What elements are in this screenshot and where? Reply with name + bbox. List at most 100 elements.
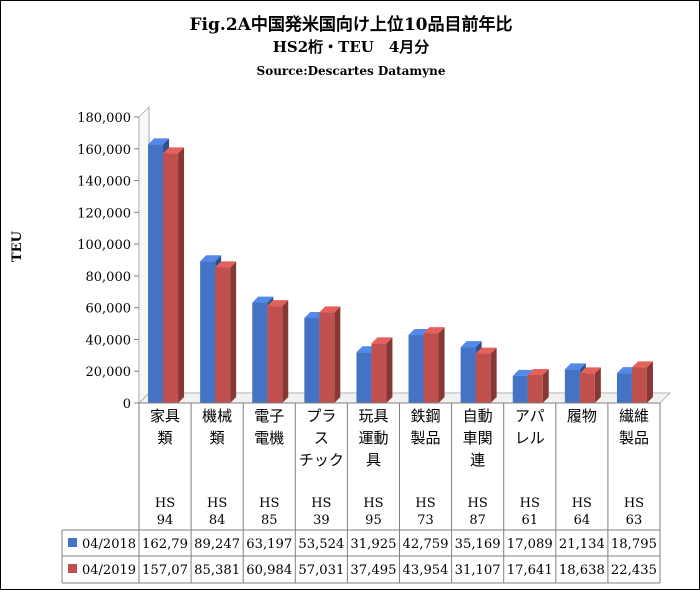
- bar-2018: [408, 335, 424, 403]
- bar-side: [178, 147, 185, 403]
- data-label: 17,089: [507, 537, 553, 552]
- category-label: 繊維: [619, 407, 649, 425]
- category-hs-code: 73: [417, 513, 434, 528]
- bar-2019: [371, 343, 387, 403]
- category-label: チック: [299, 451, 344, 469]
- category-hs-code: 85: [261, 513, 278, 528]
- data-label: 31,107: [455, 563, 501, 578]
- bar-side: [282, 300, 289, 403]
- bar-top: [148, 138, 170, 145]
- bar-side: [490, 347, 497, 403]
- category-hs-prefix: HS: [415, 496, 435, 511]
- data-label: 35,169: [455, 537, 501, 552]
- category-hs-code: 87: [469, 513, 486, 528]
- bar-2019: [163, 153, 179, 403]
- category-hs-prefix: HS: [207, 496, 227, 511]
- bar-side: [542, 368, 549, 403]
- y-tick-label: 160,000: [77, 143, 131, 158]
- category-hs-prefix: HS: [572, 496, 592, 511]
- bar-2018: [252, 302, 268, 403]
- data-label: 60,984: [246, 563, 292, 578]
- bar-2018: [200, 261, 216, 403]
- bar-2018: [564, 369, 580, 403]
- category-label: レル: [515, 429, 545, 447]
- bar-2018: [304, 317, 320, 403]
- bar-2019: [475, 353, 491, 403]
- legend-key-2019: [68, 564, 77, 573]
- bar-2019: [579, 373, 595, 403]
- category-label: 自動: [463, 407, 493, 425]
- category-hs-code: 61: [521, 513, 538, 528]
- bar-top: [423, 327, 445, 334]
- data-label: 18,638: [559, 563, 605, 578]
- plot-side-wall: [138, 106, 150, 404]
- bar-2018: [356, 352, 372, 403]
- bar-top: [267, 300, 289, 307]
- category-hs-prefix: HS: [259, 496, 279, 511]
- category-label: ス: [314, 429, 329, 447]
- y-tick-label: 100,000: [77, 238, 131, 253]
- category-label: 機械: [202, 407, 232, 425]
- plot-back-top: [139, 107, 670, 117]
- y-tick-label: 0: [123, 397, 131, 412]
- bar-2019: [267, 306, 283, 403]
- category-label: 家具: [150, 407, 180, 425]
- bar-top: [460, 341, 482, 348]
- data-label: 57,031: [298, 563, 344, 578]
- category-hs-prefix: HS: [311, 496, 331, 511]
- data-label: 17,641: [507, 563, 553, 578]
- category-label: 電機: [254, 429, 284, 447]
- bar-2019: [319, 312, 335, 403]
- data-label: 63,197: [246, 537, 292, 552]
- category-hs-code: 64: [574, 513, 591, 528]
- series-name: 04/2019: [82, 563, 136, 578]
- category-hs-code: 63: [626, 513, 643, 528]
- category-hs-code: 94: [157, 513, 174, 528]
- category-label: 鉄鋼: [411, 407, 441, 425]
- category-label: 運動: [358, 429, 388, 447]
- y-tick-label: 120,000: [77, 206, 131, 221]
- category-hs-prefix: HS: [155, 496, 175, 511]
- data-label: 53,524: [298, 537, 344, 552]
- bar-side: [438, 327, 445, 403]
- data-label: 31,925: [350, 537, 396, 552]
- bar-side: [230, 261, 237, 403]
- y-tick-label: 80,000: [86, 270, 132, 285]
- category-label: 製品: [619, 429, 649, 447]
- y-tick-label: 60,000: [86, 302, 132, 317]
- category-hs-prefix: HS: [468, 496, 488, 511]
- data-label: 22,435: [611, 563, 657, 578]
- bar-top: [527, 368, 549, 375]
- bar-2018: [148, 144, 164, 403]
- bar-top: [564, 363, 586, 370]
- chart-subtitle: HS2桁・TEU 4月分: [272, 38, 430, 56]
- category-label: 車関: [463, 429, 493, 447]
- category-label: アパ: [515, 407, 545, 425]
- data-label: 89,247: [194, 537, 240, 552]
- bar-top: [475, 347, 497, 354]
- chart-source: Source:Descartes Datamyne: [256, 64, 446, 78]
- category-label: プラ: [306, 407, 336, 425]
- category-label: 具: [366, 451, 381, 469]
- category-hs-code: 39: [313, 513, 330, 528]
- data-label: 21,134: [559, 537, 605, 552]
- category-hs-prefix: HS: [520, 496, 540, 511]
- data-label: 85,381: [194, 563, 240, 578]
- bar-2018: [512, 375, 528, 403]
- data-label: 42,759: [403, 537, 449, 552]
- bar-top: [631, 361, 653, 368]
- y-tick-label: 140,000: [77, 175, 131, 190]
- category-label: 類: [158, 429, 173, 447]
- bar-2019: [215, 267, 231, 403]
- category-label: 電子: [254, 407, 284, 425]
- series-name: 04/2018: [82, 537, 136, 552]
- legend-key-2018: [68, 538, 77, 547]
- y-tick-label: 20,000: [86, 365, 132, 380]
- category-label: 製品: [411, 429, 441, 447]
- bar-2018: [460, 347, 476, 403]
- category-label: 履物: [567, 407, 597, 425]
- chart-title: Fig.2A中国発米国向け上位10品目前年比: [189, 15, 513, 35]
- data-label: 43,954: [403, 563, 449, 578]
